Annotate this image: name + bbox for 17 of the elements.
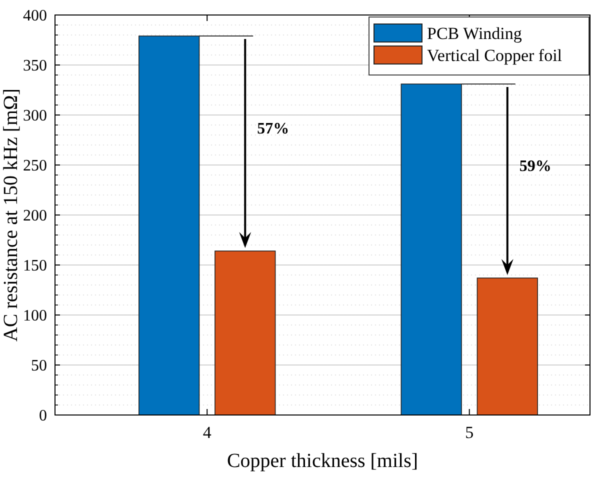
y-tick-label: 300 bbox=[23, 108, 47, 125]
y-axis-title: AC resistance at 150 kHz [mΩ] bbox=[0, 88, 22, 342]
x-axis-title: Copper thickness [mils] bbox=[226, 450, 418, 472]
y-tick-label: 0 bbox=[39, 408, 47, 425]
legend-label: PCB Winding bbox=[427, 24, 522, 43]
legend-label: Vertical Copper foil bbox=[427, 46, 562, 65]
y-tick-label: 150 bbox=[23, 258, 47, 275]
y-tick-label: 350 bbox=[23, 58, 47, 75]
x-tick-label: 4 bbox=[202, 423, 212, 442]
y-tick-label: 400 bbox=[23, 8, 47, 25]
y-tick-label: 50 bbox=[31, 358, 47, 375]
annotation: 57% bbox=[257, 120, 290, 138]
y-tick-label: 250 bbox=[23, 158, 47, 175]
x-tick-label: 5 bbox=[465, 423, 474, 442]
annotation: 59% bbox=[519, 158, 552, 175]
y-tick-label: 200 bbox=[23, 208, 47, 225]
y-tick-label: 100 bbox=[23, 308, 47, 325]
